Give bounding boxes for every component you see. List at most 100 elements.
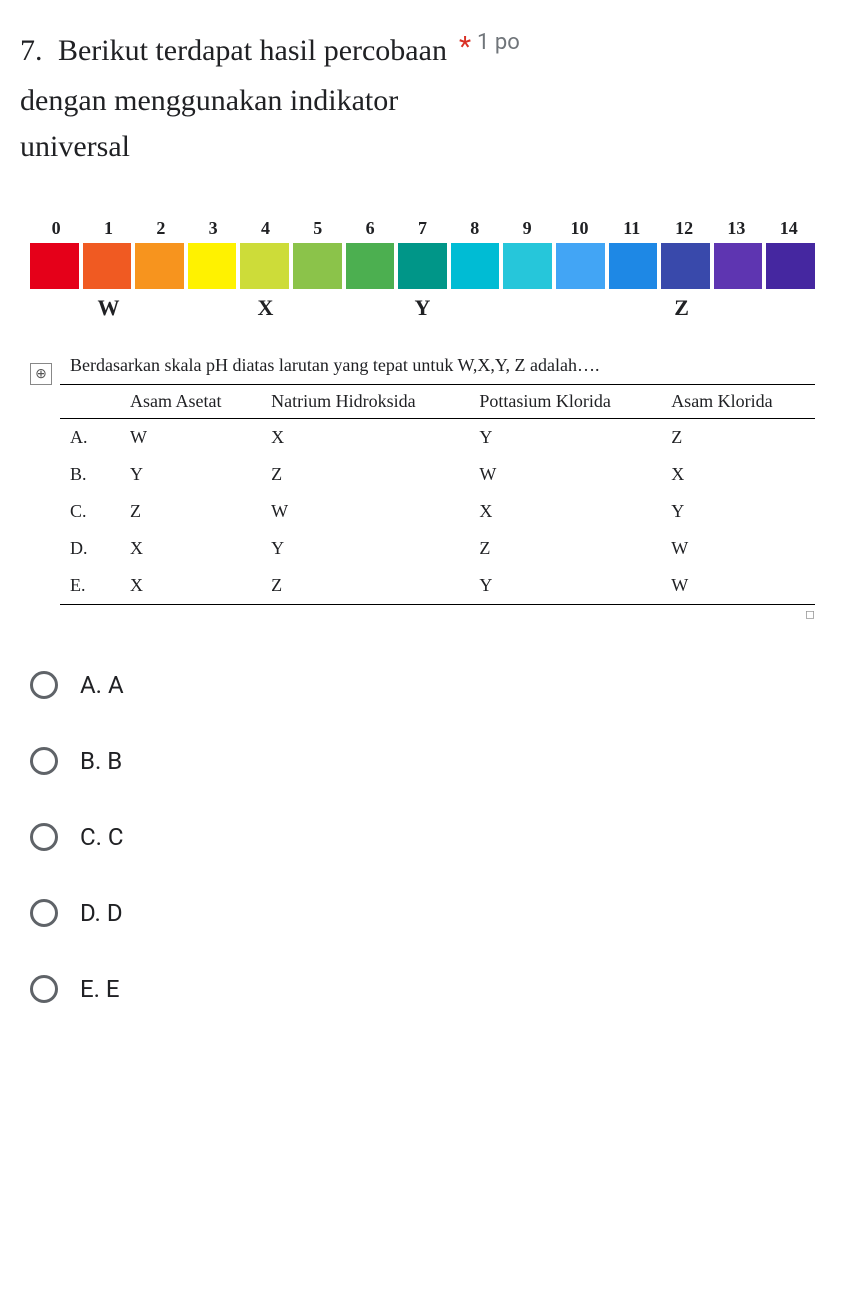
option-label: B. B — [80, 747, 122, 775]
table-header: Asam Klorida — [661, 385, 815, 419]
table-row: E.XZYW — [60, 567, 815, 605]
row-key: B. — [60, 456, 120, 493]
ph-number: 10 — [553, 218, 605, 239]
ph-color-strip — [30, 243, 815, 289]
option-label: E. E — [80, 975, 120, 1003]
question-number: 7. — [20, 34, 43, 67]
table-row: D.XYZW — [60, 530, 815, 567]
ph-labels: W X Y Z — [30, 295, 815, 325]
ph-color-block — [451, 243, 500, 289]
table-cell: Y — [661, 493, 815, 530]
ph-number: 7 — [396, 218, 448, 239]
points-label: 1 po — [477, 30, 520, 55]
ph-color-block — [135, 243, 184, 289]
option-row[interactable]: B. B — [30, 747, 825, 775]
question-text-line1: 7. Berikut terdapat hasil percobaan — [20, 30, 447, 72]
ph-number: 8 — [449, 218, 501, 239]
row-key: C. — [60, 493, 120, 530]
ph-number: 4 — [239, 218, 291, 239]
row-key: E. — [60, 567, 120, 605]
row-key: D. — [60, 530, 120, 567]
ph-color-block — [556, 243, 605, 289]
table-cell: Y — [261, 530, 469, 567]
table-cell: Y — [469, 567, 661, 605]
table-header — [60, 385, 120, 419]
radio-icon[interactable] — [30, 823, 58, 851]
table-cell: X — [469, 493, 661, 530]
ph-color-block — [346, 243, 395, 289]
table-row: C.ZWXY — [60, 493, 815, 530]
table-cell: Z — [661, 419, 815, 457]
table-row: B.YZWX — [60, 456, 815, 493]
option-label: A. A — [80, 671, 124, 699]
radio-icon[interactable] — [30, 975, 58, 1003]
table-cell: W — [469, 456, 661, 493]
ph-label: W — [98, 295, 120, 321]
ph-color-block — [714, 243, 763, 289]
ph-label: X — [258, 295, 274, 321]
table-header: Pottasium Klorida — [469, 385, 661, 419]
table-cell: X — [120, 567, 261, 605]
ph-color-block — [398, 243, 447, 289]
question-line1: Berikut terdapat hasil percobaan — [58, 34, 447, 67]
ph-color-block — [30, 243, 79, 289]
required-asterisk: * — [459, 30, 471, 63]
table-cell: X — [661, 456, 815, 493]
ph-label: Y — [415, 295, 431, 321]
question-line2: dengan menggunakan indikator — [20, 80, 825, 122]
ph-number: 6 — [344, 218, 396, 239]
ph-number: 3 — [187, 218, 239, 239]
table-corner-mark: ◻ — [60, 607, 815, 621]
ph-number: 2 — [135, 218, 187, 239]
question-image: 01234567891011121314 WXYZ ⊕ Berdasarkan … — [20, 218, 825, 621]
ph-number: 9 — [501, 218, 553, 239]
table-cell: X — [120, 530, 261, 567]
table-cell: Y — [120, 456, 261, 493]
table-cell: X — [261, 419, 469, 457]
table-header: Asam Asetat — [120, 385, 261, 419]
ph-color-block — [661, 243, 710, 289]
ph-number: 12 — [658, 218, 710, 239]
ph-color-block — [503, 243, 552, 289]
option-row[interactable]: D. D — [30, 899, 825, 927]
table-cell: Z — [120, 493, 261, 530]
option-row[interactable]: E. E — [30, 975, 825, 1003]
ph-number: 5 — [292, 218, 344, 239]
answer-table-wrap: ⊕ Berdasarkan skala pH diatas larutan ya… — [30, 355, 815, 621]
option-label: C. C — [80, 823, 124, 851]
table-cell: W — [661, 567, 815, 605]
radio-icon[interactable] — [30, 671, 58, 699]
ph-color-block — [609, 243, 658, 289]
answer-table: Asam AsetatNatrium HidroksidaPottasium K… — [60, 384, 815, 605]
option-row[interactable]: C. C — [30, 823, 825, 851]
radio-icon[interactable] — [30, 899, 58, 927]
table-prompt: Berdasarkan skala pH diatas larutan yang… — [60, 355, 815, 376]
ph-number: 14 — [763, 218, 815, 239]
ph-label: Z — [674, 295, 689, 321]
row-key: A. — [60, 419, 120, 457]
option-label: D. D — [80, 899, 123, 927]
table-row: A.WXYZ — [60, 419, 815, 457]
ph-color-block — [766, 243, 815, 289]
radio-icon[interactable] — [30, 747, 58, 775]
table-cell: Z — [261, 567, 469, 605]
table-cell: Z — [469, 530, 661, 567]
ph-color-block — [188, 243, 237, 289]
ph-number: 11 — [606, 218, 658, 239]
table-cell: W — [261, 493, 469, 530]
ph-number: 1 — [82, 218, 134, 239]
table-header: Natrium Hidroksida — [261, 385, 469, 419]
ph-color-block — [83, 243, 132, 289]
option-row[interactable]: A. A — [30, 671, 825, 699]
table-cell: Z — [261, 456, 469, 493]
question-header: 7. Berikut terdapat hasil percobaan * 1 … — [20, 30, 825, 72]
question-line3: universal — [20, 126, 825, 168]
ph-scale-numbers: 01234567891011121314 — [30, 218, 815, 239]
ph-color-block — [240, 243, 289, 289]
table-anchor-icon: ⊕ — [30, 363, 52, 385]
table-cell: Y — [469, 419, 661, 457]
table-cell: W — [661, 530, 815, 567]
ph-number: 0 — [30, 218, 82, 239]
ph-color-block — [293, 243, 342, 289]
ph-number: 13 — [710, 218, 762, 239]
